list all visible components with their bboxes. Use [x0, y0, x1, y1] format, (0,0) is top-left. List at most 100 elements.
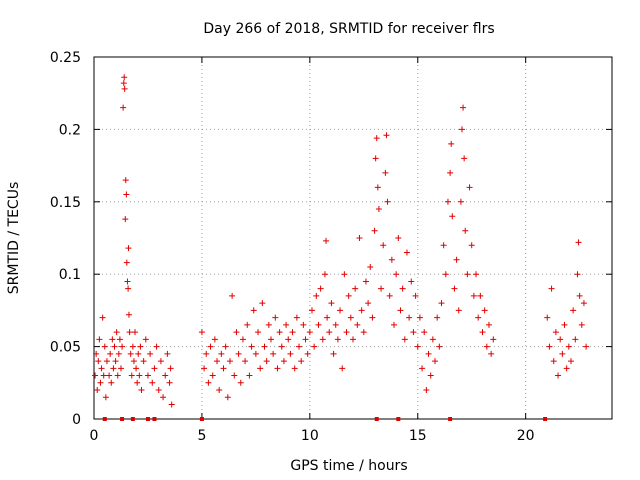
x-tick-label: 10 — [301, 428, 319, 444]
data-point — [117, 365, 124, 372]
y-tick-label: 0.2 — [59, 122, 81, 138]
data-point — [337, 307, 344, 314]
data-point — [198, 329, 205, 336]
data-point — [483, 343, 490, 350]
data-point — [578, 321, 585, 328]
data-point — [276, 329, 283, 336]
data-point — [561, 321, 568, 328]
data-point — [444, 198, 451, 205]
data-point — [457, 198, 464, 205]
data-point — [138, 387, 145, 394]
data-point — [550, 358, 557, 365]
data-point — [410, 329, 417, 336]
data-point — [222, 343, 229, 350]
data-point — [153, 343, 160, 350]
data-point — [123, 191, 130, 198]
data-point — [352, 285, 359, 292]
data-point — [95, 358, 102, 365]
zero-marker — [145, 417, 150, 421]
data-point — [293, 314, 300, 321]
data-point — [567, 358, 574, 365]
data-point — [242, 358, 249, 365]
data-point — [142, 336, 149, 343]
data-point — [488, 350, 495, 357]
data-point — [248, 343, 255, 350]
data-point — [102, 394, 109, 401]
data-point — [412, 292, 419, 299]
data-point — [114, 372, 121, 379]
data-point — [291, 365, 298, 372]
zero-marker — [152, 417, 157, 421]
data-point — [572, 336, 579, 343]
data-point — [416, 314, 423, 321]
data-point — [580, 300, 587, 307]
data-point — [289, 329, 296, 336]
data-point — [328, 300, 335, 307]
data-point — [311, 343, 318, 350]
data-point — [140, 358, 147, 365]
data-point — [347, 314, 354, 321]
x-axis-label: GPS time / hours — [290, 458, 407, 474]
data-point — [464, 271, 471, 278]
zero-marker — [199, 417, 204, 421]
y-tick-label: 0.15 — [50, 195, 81, 211]
zero-marker — [543, 417, 548, 421]
x-tick-label: 0 — [90, 428, 99, 444]
data-point — [559, 350, 566, 357]
data-point — [128, 372, 135, 379]
data-point — [214, 358, 221, 365]
data-point — [151, 365, 158, 372]
data-point — [124, 278, 131, 285]
data-point — [438, 300, 445, 307]
data-point — [224, 394, 231, 401]
data-point — [168, 401, 175, 408]
data-point — [125, 311, 132, 318]
data-point — [332, 321, 339, 328]
data-point — [375, 206, 382, 213]
data-point — [343, 329, 350, 336]
data-point — [367, 263, 374, 270]
data-point — [395, 235, 402, 241]
data-point — [369, 314, 376, 321]
data-point — [356, 235, 363, 241]
data-point — [408, 278, 415, 285]
data-point — [473, 271, 480, 278]
data-point — [475, 314, 482, 321]
data-point — [575, 239, 582, 246]
data-point — [96, 336, 103, 343]
data-point — [252, 350, 259, 357]
data-point — [397, 307, 404, 314]
data-point — [481, 307, 488, 314]
data-point — [120, 80, 127, 87]
data-point — [120, 104, 127, 111]
data-point — [319, 336, 326, 343]
data-point — [406, 314, 413, 321]
data-point — [470, 292, 477, 299]
data-point — [280, 358, 287, 365]
data-point — [267, 336, 274, 343]
data-point — [382, 169, 389, 176]
data-point — [126, 329, 133, 336]
data-point — [203, 350, 210, 357]
data-point — [468, 242, 475, 249]
chart-title: Day 266 of 2018, SRMTID for receiver flr… — [203, 21, 494, 37]
data-point — [544, 314, 551, 321]
data-point — [259, 300, 266, 307]
data-point — [485, 321, 492, 328]
data-point — [552, 329, 559, 336]
data-point — [167, 365, 174, 372]
data-point — [122, 177, 129, 184]
data-point — [144, 372, 151, 379]
grid-lines — [94, 57, 612, 419]
data-point — [93, 350, 100, 357]
data-point — [116, 336, 123, 343]
data-point — [123, 259, 130, 266]
data-point — [133, 365, 140, 372]
data-point — [218, 350, 225, 357]
data-point — [334, 336, 341, 343]
data-point — [216, 387, 223, 394]
data-point — [112, 358, 119, 365]
data-point — [373, 135, 380, 142]
y-tick-label: 0.25 — [50, 50, 81, 66]
data-point — [393, 271, 400, 278]
